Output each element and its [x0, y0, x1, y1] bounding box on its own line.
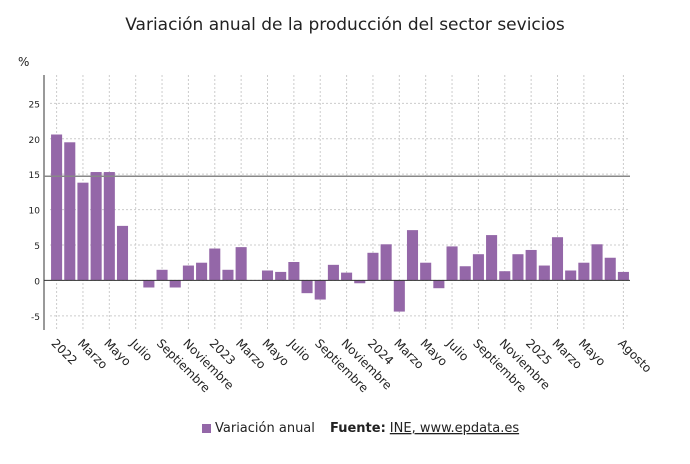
bar: [90, 172, 102, 281]
legend-label: Variación anual: [215, 421, 315, 436]
bar: [459, 266, 471, 281]
bar: [406, 230, 419, 281]
bar: [222, 269, 234, 281]
bar: [538, 265, 550, 281]
bar: [327, 264, 339, 281]
bar: [143, 280, 155, 288]
bar: [209, 248, 221, 281]
bar: [512, 254, 524, 281]
bar: [420, 262, 432, 281]
bar: [64, 142, 76, 281]
bar: [472, 254, 484, 281]
y-tick-label: -5: [31, 313, 40, 323]
bar: [196, 262, 208, 281]
x-tick-label: 2022: [48, 336, 79, 367]
bar: [261, 270, 274, 281]
bar: [380, 244, 392, 281]
bar: [604, 257, 616, 281]
y-tick-label: 20: [29, 136, 41, 146]
bar: [77, 182, 89, 281]
bar: [169, 280, 181, 288]
bar: [182, 265, 194, 281]
y-tick-label: 25: [29, 100, 40, 110]
bar: [525, 249, 537, 281]
y-unit: %: [18, 55, 29, 69]
bar: [51, 134, 63, 281]
bar: [578, 262, 590, 281]
source: Fuente: INE, www.epdata.es: [330, 421, 519, 436]
bar: [617, 271, 629, 281]
bar: [551, 237, 564, 281]
y-tick-label: 15: [29, 171, 40, 181]
bar: [341, 272, 353, 281]
bar: [156, 269, 168, 281]
source-label: Fuente:: [330, 421, 386, 436]
bar: [275, 271, 287, 281]
bar: [499, 271, 511, 281]
bar: [314, 280, 326, 300]
bar: [235, 247, 247, 281]
y-tick-label: 0: [34, 277, 40, 287]
bar: [116, 225, 129, 281]
bar: [393, 280, 405, 312]
bar: [591, 244, 603, 281]
chart-title: Variación anual de la producción del sec…: [125, 15, 565, 35]
bar: [354, 280, 366, 284]
y-tick-label: 10: [29, 207, 41, 217]
bar: [103, 172, 115, 281]
bar: [288, 262, 300, 281]
y-tick-label: 5: [34, 242, 40, 252]
bar: [446, 246, 458, 281]
bar: [367, 252, 379, 281]
legend-swatch: [202, 424, 211, 433]
source-text: INE, www.epdata.es: [390, 421, 520, 436]
bar: [433, 280, 445, 289]
bar: [565, 270, 577, 281]
bar: [301, 280, 313, 294]
bar: [486, 235, 498, 281]
x-tick-label: Agosto: [615, 336, 654, 375]
